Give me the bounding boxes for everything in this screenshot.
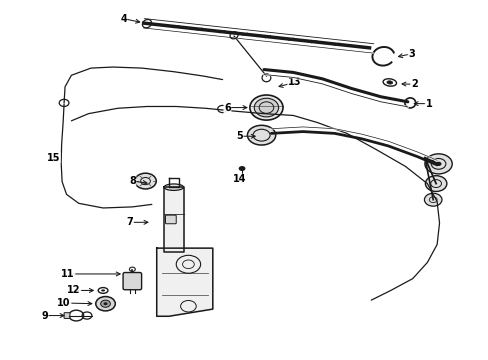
Ellipse shape	[247, 125, 275, 145]
Text: 9: 9	[41, 311, 48, 320]
FancyBboxPatch shape	[165, 215, 176, 224]
Text: 13: 13	[287, 77, 301, 87]
Text: 10: 10	[57, 298, 71, 308]
FancyBboxPatch shape	[123, 273, 142, 290]
Polygon shape	[157, 248, 212, 316]
Circle shape	[101, 300, 110, 307]
Text: 15: 15	[46, 153, 60, 163]
Text: 8: 8	[129, 176, 136, 186]
Text: 1: 1	[425, 99, 431, 109]
Ellipse shape	[101, 289, 105, 292]
Ellipse shape	[163, 184, 183, 190]
Circle shape	[424, 193, 441, 206]
Circle shape	[135, 173, 156, 189]
Ellipse shape	[386, 81, 392, 84]
Text: 3: 3	[407, 49, 414, 59]
Ellipse shape	[249, 95, 283, 120]
Circle shape	[96, 297, 115, 311]
Text: 6: 6	[224, 103, 230, 113]
Text: 5: 5	[236, 131, 243, 141]
Circle shape	[103, 302, 107, 305]
Text: 11: 11	[61, 269, 75, 279]
Text: 2: 2	[410, 79, 417, 89]
Ellipse shape	[254, 98, 278, 117]
Text: 7: 7	[126, 217, 133, 227]
Text: 14: 14	[232, 174, 246, 184]
Circle shape	[435, 162, 441, 166]
Text: 12: 12	[67, 285, 81, 296]
Circle shape	[424, 154, 451, 174]
Polygon shape	[163, 187, 183, 252]
Circle shape	[238, 166, 245, 171]
FancyBboxPatch shape	[64, 313, 70, 319]
Text: 4: 4	[120, 14, 127, 24]
Circle shape	[425, 176, 446, 192]
